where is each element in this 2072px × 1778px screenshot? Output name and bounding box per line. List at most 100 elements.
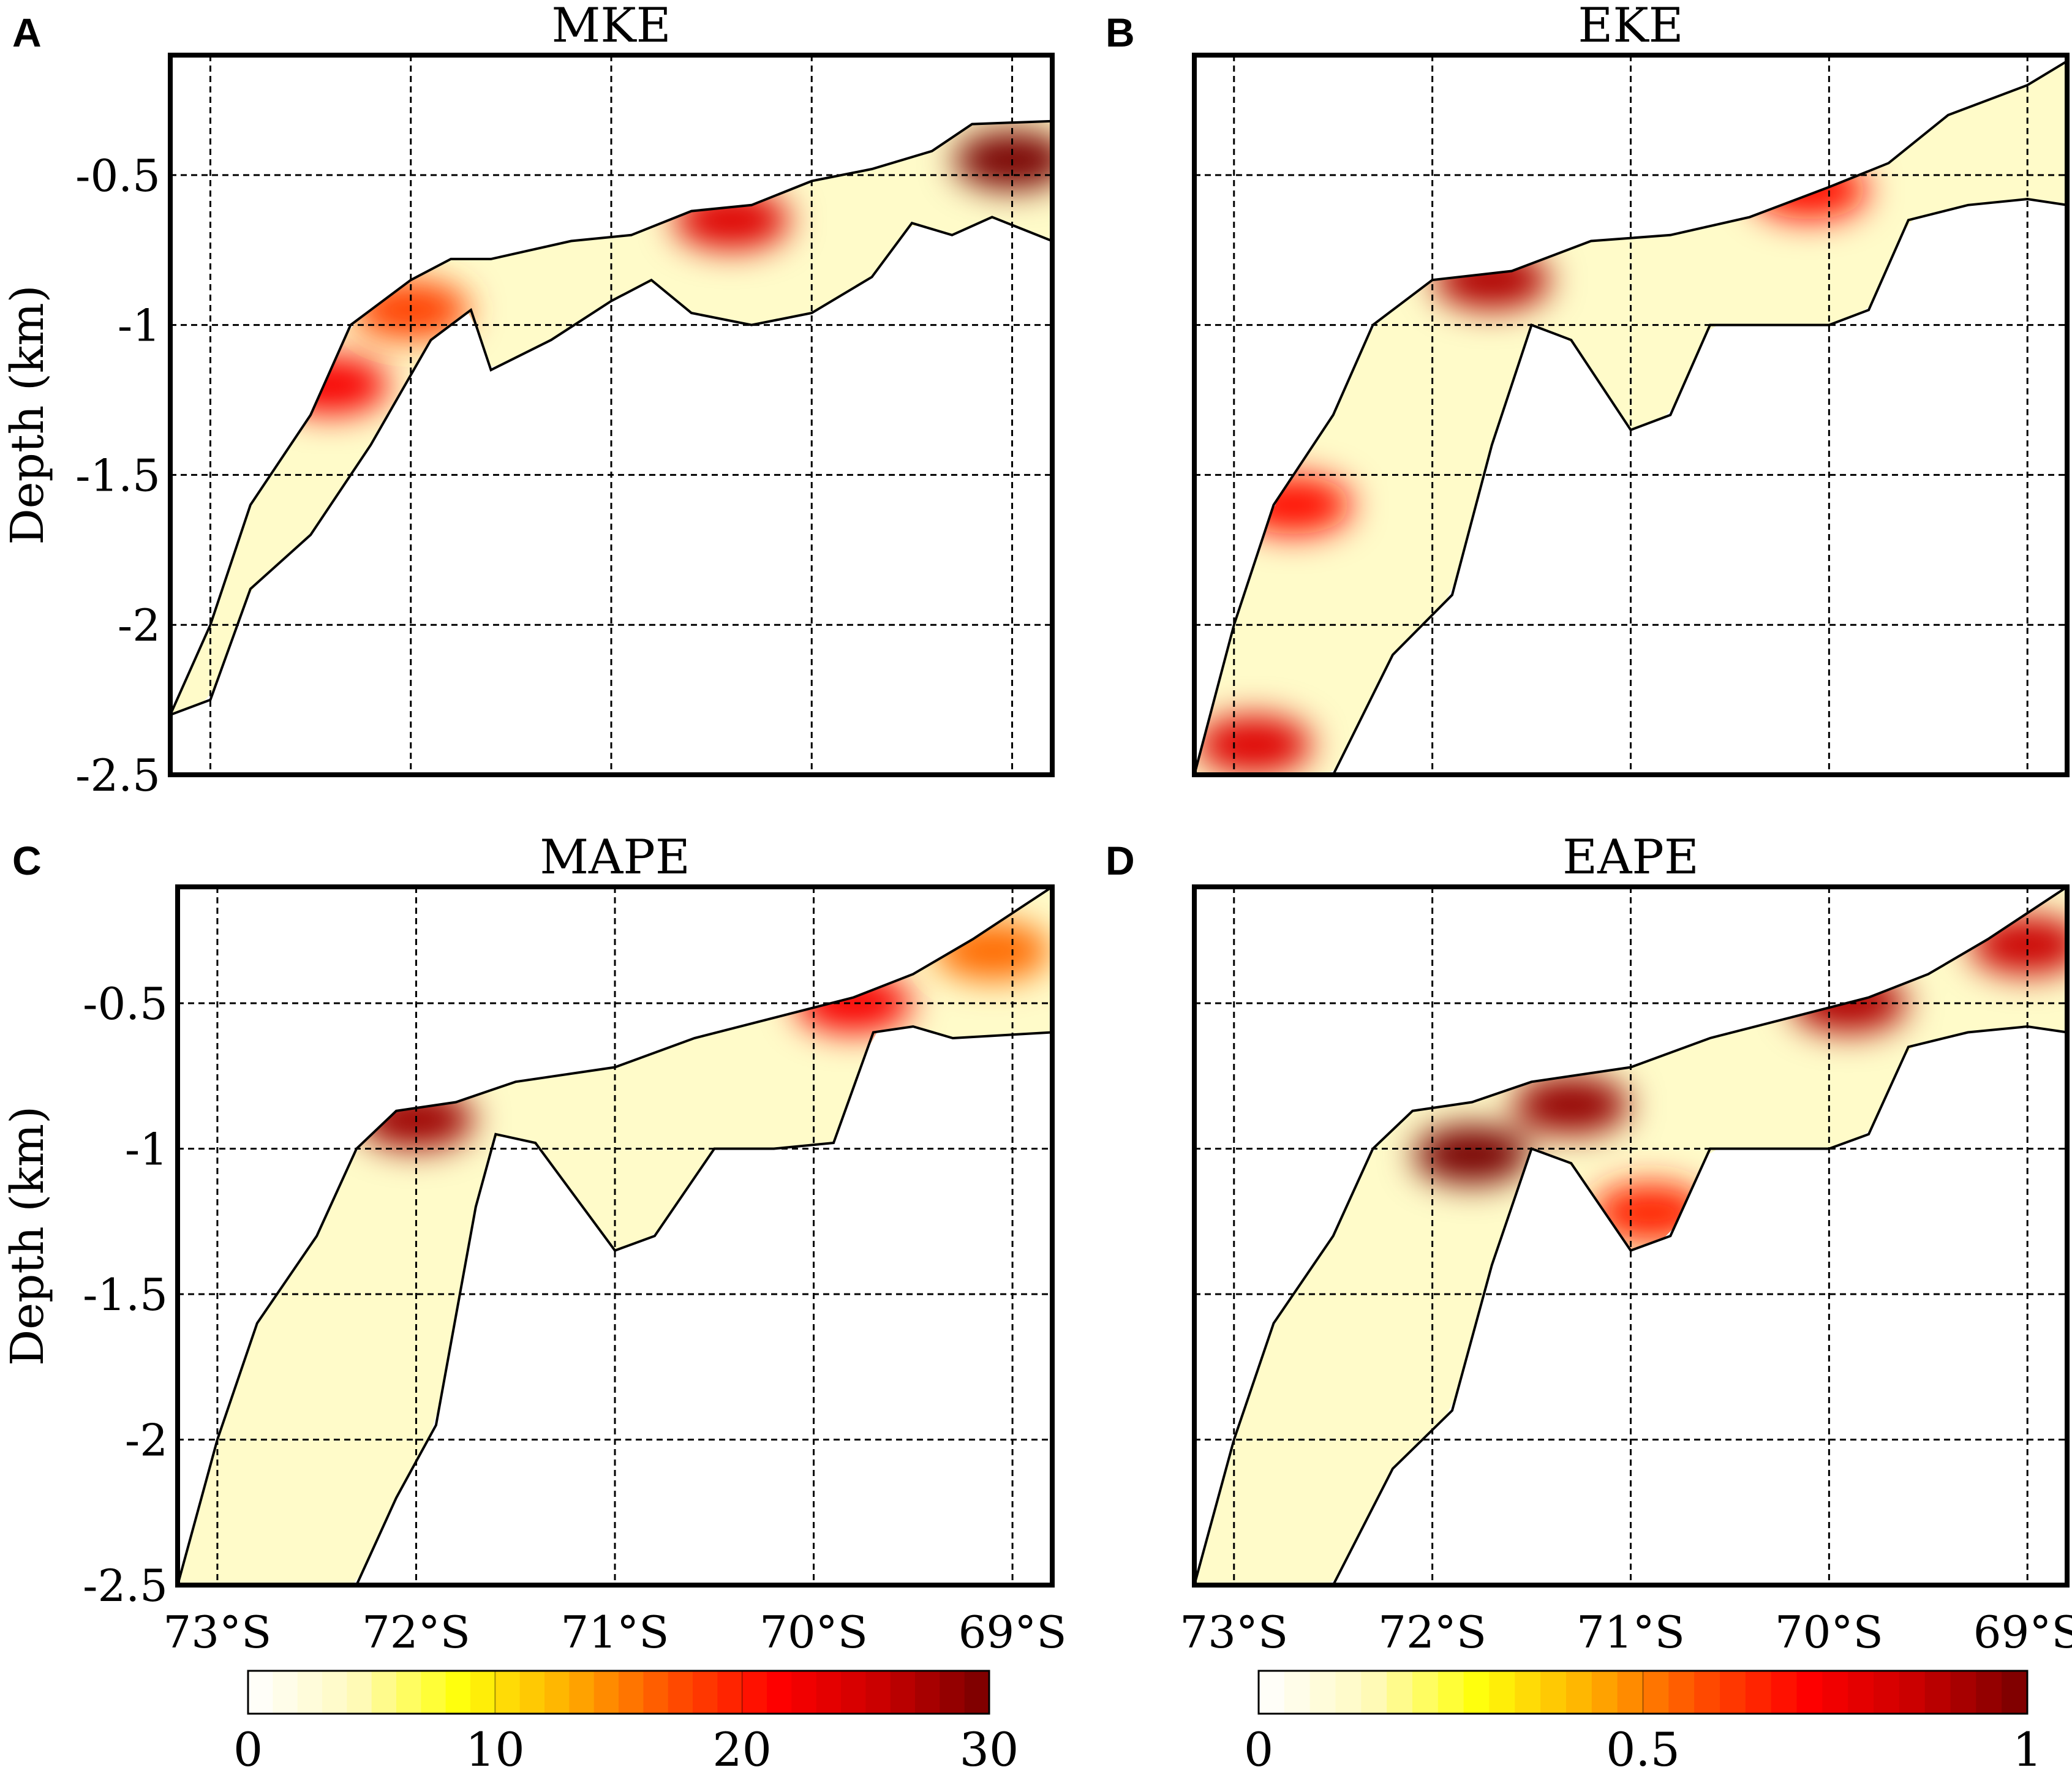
seafloor-line <box>1194 197 2067 775</box>
colorbar-swatch <box>1309 1671 1336 1714</box>
colorbar-swatch <box>1745 1671 1772 1714</box>
panel-title: EKE <box>1578 0 1683 53</box>
colorbar-swatch <box>1924 1671 1951 1714</box>
panel-letter: C <box>12 838 42 883</box>
colorbar-swatch <box>717 1671 743 1714</box>
x-tick-label: 71°S <box>561 1607 669 1658</box>
colorbar-swatch <box>371 1671 397 1714</box>
colorbar-swatch <box>273 1671 298 1714</box>
colorbar-tick-label: 0.5 <box>1606 1722 1680 1777</box>
colorbar-swatch <box>1566 1671 1592 1714</box>
colorbar-swatch <box>1617 1671 1644 1714</box>
colorbar-swatch <box>421 1671 446 1714</box>
colorbar-tick-label: 1 <box>2013 1722 2042 1777</box>
colorbar-swatch <box>396 1671 421 1714</box>
colorbar-swatch <box>1437 1671 1464 1714</box>
y-tick-label: -1 <box>125 1124 168 1175</box>
colorbar-swatch <box>1489 1671 1515 1714</box>
colorbar-swatch <box>1720 1671 1746 1714</box>
colorbar-swatch <box>470 1671 495 1714</box>
y-tick-label: -1 <box>118 300 160 352</box>
axes-frame <box>175 884 1055 1588</box>
axes-frame <box>168 53 1055 777</box>
y-tick-label: -2 <box>125 1415 168 1466</box>
colorbar-swatch <box>1771 1671 1798 1714</box>
colorbar-swatch <box>1259 1671 1285 1714</box>
panel-letter: A <box>12 10 42 55</box>
colorbar-swatch <box>593 1671 619 1714</box>
energy-hotspot <box>1513 1075 1630 1135</box>
colorbar-1: 0 10 20 30 <box>233 1670 1019 1777</box>
panel-a: MKE A -0.5 -1 -1.5 -2 -2.5 Depth (km) <box>1 0 1055 801</box>
axes-frame <box>1192 53 2070 777</box>
energy-hotspot <box>1235 475 1352 535</box>
panel-letter: B <box>1106 10 1135 55</box>
colorbar-swatch <box>1643 1671 1669 1714</box>
colorbar-swatch <box>1361 1671 1387 1714</box>
colorbar-swatch <box>1412 1671 1439 1714</box>
y-axis-label: Depth (km) <box>1 285 54 544</box>
colorbar-swatch <box>1874 1671 1900 1714</box>
colorbar-swatch <box>495 1671 521 1714</box>
colorbar-swatch <box>445 1671 471 1714</box>
colorbar-swatch <box>1848 1671 1874 1714</box>
seafloor-line <box>170 216 1052 716</box>
colorbar-swatch <box>1950 1671 1976 1714</box>
colorbar-tick-label: 0 <box>233 1722 263 1777</box>
panel-b: EKE B <box>1106 0 2070 777</box>
colorbar-swatch <box>693 1671 718 1714</box>
y-tick-label: -0.5 <box>83 978 168 1030</box>
colorbar-swatch <box>964 1671 990 1714</box>
surface-line <box>178 887 1052 1585</box>
seafloor-line <box>355 1025 1052 1585</box>
energy-hotspot <box>1414 1125 1531 1184</box>
colorbar-swatch <box>248 1671 273 1714</box>
axes-frame <box>1192 884 2070 1588</box>
colorbar-tick-label: 20 <box>712 1722 772 1777</box>
colorbar-swatch <box>569 1671 595 1714</box>
y-tick-label: -1.5 <box>83 1269 168 1320</box>
colorbar-swatch <box>742 1671 767 1714</box>
colorbar-swatch <box>1796 1671 1823 1714</box>
panel-title: MAPE <box>540 830 690 885</box>
colorbar-swatch <box>619 1671 644 1714</box>
colorbar-swatch <box>1899 1671 1926 1714</box>
x-tick-label: 71°S <box>1577 1607 1685 1658</box>
colorbar-swatch <box>1335 1671 1362 1714</box>
colorbar-swatch <box>1822 1671 1848 1714</box>
colorbar-swatch <box>1284 1671 1311 1714</box>
colorbar-swatch <box>890 1671 916 1714</box>
surface-line <box>170 119 1052 715</box>
surface-line <box>1194 887 2067 1585</box>
colorbar-swatch <box>1694 1671 1720 1714</box>
colorbar-frame <box>1257 1670 2029 1715</box>
x-tick-label: 72°S <box>362 1607 470 1658</box>
panel-c: MAPE C -0.5 -1 -1.5 -2 -2.5 Depth (km) 73°S 72°S 7… <box>1 830 1067 1658</box>
energy-hotspot <box>673 190 790 250</box>
colorbar-swatch <box>791 1671 817 1714</box>
y-tick-label: -0.5 <box>75 150 160 202</box>
colorbar-tick-label: 30 <box>960 1722 1019 1777</box>
colorbar-tick-label: 10 <box>465 1722 525 1777</box>
colorbar-swatch <box>519 1671 545 1714</box>
x-tick-label: 70°S <box>1775 1607 1883 1658</box>
colorbar-frame <box>247 1670 990 1715</box>
colorbar-swatch <box>1668 1671 1695 1714</box>
surface-line <box>1194 60 2067 775</box>
y-tick-label: -2.5 <box>75 750 160 801</box>
colorbar-swatch <box>1540 1671 1567 1714</box>
colorbar-swatch <box>767 1671 792 1714</box>
y-tick-label: -1.5 <box>75 450 160 501</box>
x-tick-label: 69°S <box>959 1607 1067 1658</box>
colorbar-swatch <box>2002 1671 2028 1714</box>
panel-title: MKE <box>551 0 671 53</box>
x-tick-label: 70°S <box>759 1607 868 1658</box>
y-tick-label: -2.5 <box>83 1560 168 1611</box>
colorbar-swatch <box>816 1671 842 1714</box>
colorbar-swatch <box>297 1671 323 1714</box>
seafloor-line <box>1332 1025 2067 1585</box>
colorbar-swatch <box>1976 1671 2002 1714</box>
x-tick-label: 72°S <box>1378 1607 1486 1658</box>
energy-hotspot <box>272 355 389 415</box>
